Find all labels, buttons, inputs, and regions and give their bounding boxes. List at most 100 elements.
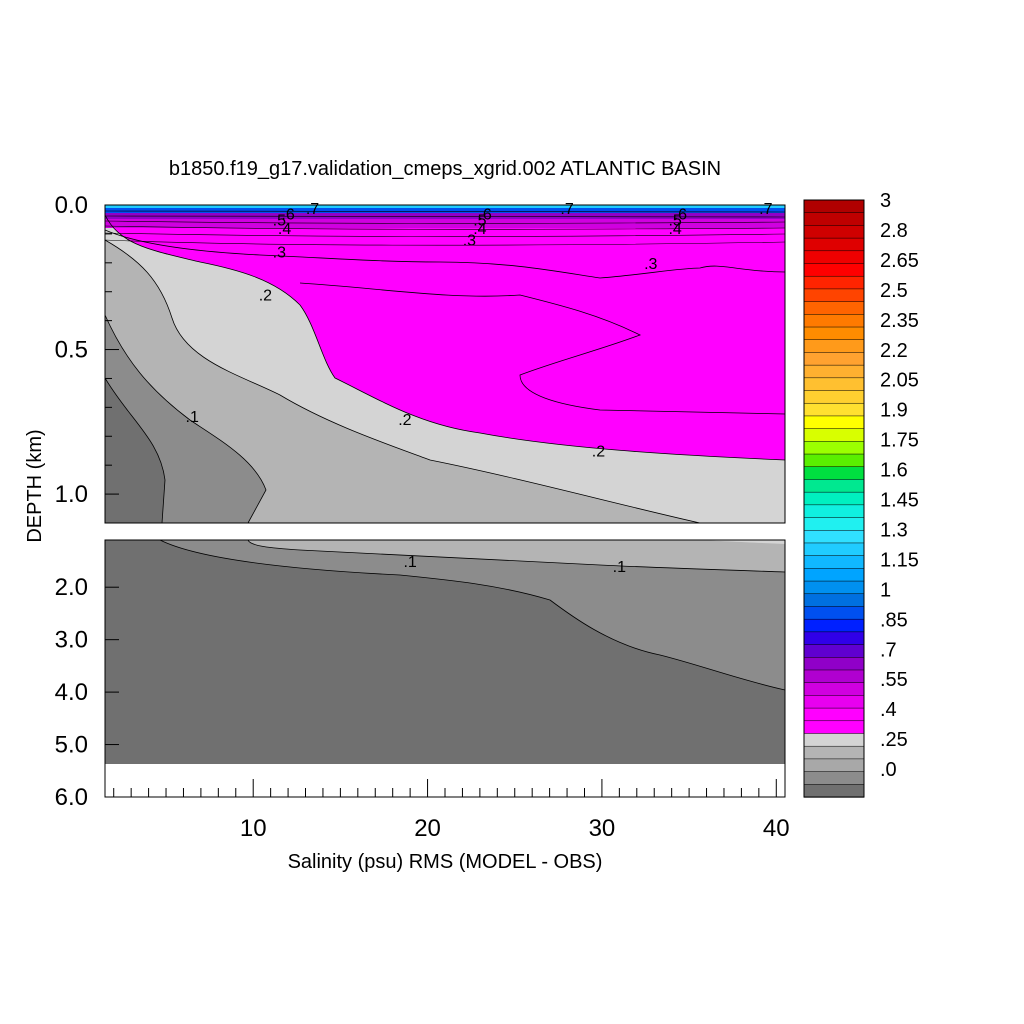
colorbar-swatch bbox=[803, 314, 865, 328]
colorbar-label: 1.75 bbox=[880, 430, 919, 452]
colorbar-swatch bbox=[803, 784, 865, 798]
contour-label: .6 bbox=[281, 207, 294, 224]
contour-label: .2 bbox=[398, 412, 411, 429]
colorbar-swatch bbox=[803, 199, 865, 214]
colorbar-label: 1.6 bbox=[880, 460, 908, 482]
contour-labels: .6.5.4.7.3.2.1.6.5.4.3.2.7.6.5.4.3.2.7.1… bbox=[186, 201, 773, 576]
contour-label: .5 bbox=[668, 212, 681, 229]
y-tick-label: 6.0 bbox=[55, 784, 88, 811]
colorbar-swatch bbox=[803, 428, 865, 442]
colorbar-swatch bbox=[803, 745, 865, 760]
contour-label: .1 bbox=[186, 409, 199, 426]
colorbar-label: 2.8 bbox=[880, 220, 908, 242]
colorbar-label: .0 bbox=[880, 759, 897, 781]
contour-label: .7 bbox=[759, 201, 772, 218]
lower-region-mid-gray bbox=[248, 540, 785, 572]
contour-label: .6 bbox=[478, 207, 491, 224]
region-mid-gray bbox=[105, 240, 700, 523]
x-tick-label: 30 bbox=[589, 815, 616, 842]
colorbar-swatch bbox=[803, 415, 865, 430]
colorbar-swatch bbox=[803, 517, 865, 531]
lower-contour-lines bbox=[159, 539, 786, 691]
colorbar-swatch bbox=[803, 212, 865, 227]
colorbar-label: .25 bbox=[880, 729, 908, 751]
colorbar-swatch bbox=[803, 682, 865, 697]
x-tick-label: 20 bbox=[414, 815, 441, 842]
colorbar-swatch bbox=[803, 390, 865, 404]
surface-band-violet bbox=[105, 213, 785, 219]
contour-label: .4 bbox=[668, 221, 681, 238]
colorbar-swatch bbox=[803, 606, 865, 620]
colorbar-label: 1.15 bbox=[880, 549, 919, 571]
y-tick-label: 0.5 bbox=[55, 337, 88, 364]
y-tick-label: 5.0 bbox=[55, 732, 88, 759]
colorbar-label: 3 bbox=[880, 190, 891, 212]
y-axis: 0.0 0.5 1.0 2.0 3.0 4.0 5.0 6.0 bbox=[55, 192, 119, 811]
chart-title: b1850.f19_g17.validation_cmeps_xgrid.002… bbox=[169, 158, 721, 180]
contour-label: .3 bbox=[463, 233, 476, 250]
contour-label: .2 bbox=[592, 444, 605, 461]
colorbar-frame bbox=[803, 199, 865, 798]
colorbar-label: 1.9 bbox=[880, 400, 908, 422]
colorbar-swatch bbox=[803, 695, 865, 709]
contour-label: .3 bbox=[644, 256, 657, 273]
colorbar-swatch bbox=[803, 580, 865, 595]
colorbar-swatch bbox=[803, 631, 865, 646]
colorbar bbox=[803, 199, 865, 798]
colorbar-swatch bbox=[803, 707, 865, 722]
x-axis-label: Salinity (psu) RMS (MODEL - OBS) bbox=[288, 851, 603, 873]
contour-label: .4 bbox=[278, 221, 291, 238]
colorbar-swatch bbox=[803, 250, 865, 265]
colorbar-swatch bbox=[803, 644, 865, 658]
x-tick-label: 40 bbox=[763, 815, 790, 842]
contour-label: .1 bbox=[403, 554, 416, 571]
y-tick-label: 0.0 bbox=[55, 192, 88, 219]
colorbar-swatch bbox=[803, 339, 865, 354]
contour-005 bbox=[104, 377, 166, 524]
colorbar-swatch bbox=[803, 568, 865, 582]
colorbar-swatch bbox=[803, 453, 865, 468]
colorbar-label: 2.5 bbox=[880, 280, 908, 302]
contour-015 bbox=[104, 239, 701, 524]
y-axis-label: DEPTH (km) bbox=[24, 429, 46, 542]
contour-02 bbox=[104, 214, 786, 461]
colorbar-swatch bbox=[803, 402, 865, 417]
colorbar-swatch bbox=[803, 504, 865, 519]
contour-label: .5 bbox=[273, 212, 286, 229]
lower-region-gray bbox=[160, 540, 785, 690]
surface-band-blue bbox=[105, 208, 785, 213]
colorbar-swatch bbox=[803, 441, 865, 455]
colorbar-swatch bbox=[803, 288, 865, 303]
colorbar-swatch bbox=[803, 364, 865, 379]
colorbar-swatch bbox=[803, 771, 865, 785]
colorbar-label: .7 bbox=[880, 639, 897, 661]
region-dark-gray bbox=[105, 378, 165, 523]
y-tick-label: 2.0 bbox=[55, 574, 88, 601]
contour-label: .7 bbox=[306, 201, 319, 218]
upper-contour-025 bbox=[299, 282, 786, 415]
colorbar-swatch bbox=[803, 720, 865, 735]
lower-panel bbox=[104, 539, 786, 798]
colorbar-swatch bbox=[803, 733, 865, 747]
colorbar-swatch bbox=[803, 377, 865, 392]
upper-contour-03 bbox=[104, 229, 786, 279]
upper-panel bbox=[104, 204, 786, 524]
colorbar-swatch bbox=[803, 657, 865, 671]
colorbar-swatch bbox=[803, 618, 865, 633]
colorbar-swatch bbox=[803, 542, 865, 557]
contour-01 bbox=[104, 314, 267, 524]
contour-label: .7 bbox=[560, 201, 573, 218]
upper-panel-frame bbox=[104, 204, 786, 524]
colorbar-swatch bbox=[803, 352, 865, 366]
colorbar-swatch bbox=[803, 263, 865, 277]
contour-label: .2 bbox=[259, 288, 272, 305]
colorbar-swatch bbox=[803, 491, 865, 506]
colorbar-label: 2.65 bbox=[880, 250, 919, 272]
colorbar-swatch bbox=[803, 758, 865, 773]
colorbar-swatch bbox=[803, 466, 865, 481]
lower-region-light-gray bbox=[700, 540, 785, 544]
y-tick-label: 3.0 bbox=[55, 627, 88, 654]
colorbar-label: 1 bbox=[880, 579, 891, 601]
colorbar-swatch bbox=[803, 275, 865, 290]
colorbar-swatch bbox=[803, 225, 865, 239]
